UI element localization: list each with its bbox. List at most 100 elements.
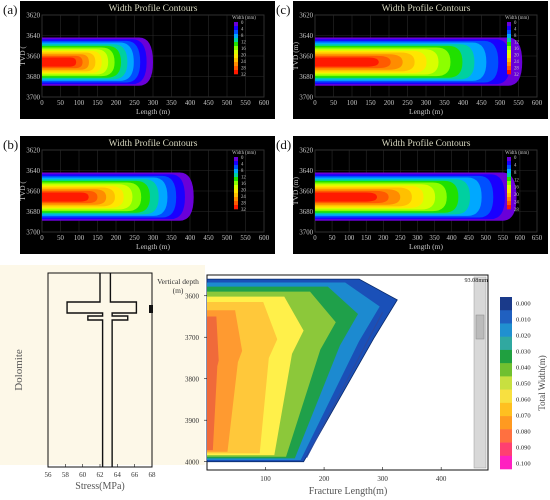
colorbar-swatch (500, 442, 512, 457)
legend-tick-label: 8 (241, 34, 244, 39)
x-axis-label: Length (m) (409, 107, 443, 116)
colorbar-swatch (500, 349, 512, 364)
legend-tick-label: 24 (241, 195, 246, 200)
legend-tick-label: 28 (514, 67, 519, 72)
x-tick-label: 550 (498, 235, 509, 242)
colorbar-swatch (500, 310, 512, 324)
x-tick-label: 200 (111, 235, 122, 242)
x-tick-label: 450 (203, 100, 214, 107)
legend-swatch (234, 34, 238, 39)
x-tick-label: 450 (464, 235, 475, 242)
colorbar-tick-label: 0.070 (516, 413, 531, 420)
legend-title: Width (mm) (505, 151, 529, 156)
stress-tick-label: 56 (45, 471, 53, 479)
depth-axis-label-line2: (m) (173, 286, 184, 295)
legend-swatch (234, 157, 238, 162)
colorbar-tick-label: 0.030 (516, 349, 531, 356)
x-tick-label: 0 (40, 235, 44, 242)
legend-swatch (234, 26, 238, 31)
x-tick-label: 100 (347, 100, 358, 107)
y-axis-label: TVD (m) (293, 41, 300, 70)
legend-swatch (234, 58, 238, 63)
depth-tick-label: 3600 (185, 293, 200, 301)
depth-tick-label: 4000 (185, 459, 200, 467)
colorbar-swatch (500, 455, 512, 470)
legend-tick-label: 8 (514, 171, 517, 176)
stress-tick-label: 64 (114, 471, 122, 479)
y-tick-label: 3700 (26, 95, 40, 102)
legend-tick-label: 8 (241, 169, 244, 174)
colorbar-tick-label: 0.020 (516, 333, 531, 340)
legend-swatch (234, 70, 238, 75)
legend-swatch (507, 38, 511, 43)
colorbar-tick-label: 0.010 (516, 317, 531, 324)
x-tick-label: 400 (458, 100, 469, 107)
legend-swatch (234, 173, 238, 178)
legend-tick-label: 24 (514, 201, 519, 206)
legend-tick-label: 0 (241, 156, 244, 161)
x-tick-label: 500 (495, 100, 506, 107)
legend-tick-label: 8 (514, 34, 517, 39)
x-tick-label: 550 (513, 100, 524, 107)
x-tick-label: 0 (313, 100, 317, 107)
stress-tick-label: 62 (97, 471, 105, 479)
legend-tick-label: 20 (514, 54, 519, 59)
x-tick-label: 350 (429, 235, 440, 242)
colorbar-swatch (500, 429, 512, 443)
legend-tick-label: 20 (241, 54, 246, 59)
y-tick-label: 3680 (299, 209, 313, 216)
x-tick-label: 350 (166, 235, 177, 242)
legend-tick-label: 28 (514, 208, 519, 213)
stress-line-right (109, 273, 138, 467)
x-tick-label: 250 (129, 235, 140, 242)
contour-band (42, 192, 89, 202)
legend-swatch (507, 58, 511, 63)
stress-tick-label: 66 (131, 471, 139, 479)
legend-tick-label: 4 (514, 28, 517, 33)
x-tick-label: 100 (344, 235, 355, 242)
y-tick-label: 3700 (299, 95, 313, 102)
legend-swatch (234, 66, 238, 71)
stress-line-left (66, 273, 104, 467)
x-tick-label: 600 (259, 100, 270, 107)
rock-type-label: Dolomite (13, 349, 25, 391)
legend-swatch (507, 30, 511, 35)
chart-title: Width Profile Contours (382, 3, 471, 14)
y-tick-label: 3640 (299, 33, 313, 40)
x-tick-label: 150 (361, 235, 372, 242)
x-tick-label: 300 (148, 235, 159, 242)
legend-tick-label: 16 (241, 47, 246, 52)
plot-scrollbar (473, 276, 487, 469)
colorbar-swatch (500, 389, 512, 404)
x-tick-label: 50 (57, 235, 64, 242)
legend-swatch (234, 62, 238, 67)
x-tick-label: 450 (203, 235, 214, 242)
contour-band (315, 192, 378, 202)
chart-title: Width Profile Contours (109, 3, 198, 14)
legend-swatch (234, 50, 238, 55)
colorbar-swatch (500, 376, 512, 390)
legend-swatch (234, 46, 238, 51)
y-tick-label: 3620 (26, 148, 40, 155)
scrollbar-thumb (475, 314, 485, 340)
legend-tick-label: 16 (514, 186, 519, 191)
colorbar-tick-label: 0.060 (516, 397, 531, 404)
legend-tick-label: 28 (241, 67, 246, 72)
contour-band (207, 316, 219, 451)
y-tick-label: 3620 (299, 148, 313, 155)
legend-tick-label: 32 (241, 73, 246, 78)
fracture-outline (305, 312, 384, 458)
x-axis-label: Length (m) (136, 107, 170, 116)
colorbar-swatch (500, 416, 512, 430)
x-tick-label: 450 (476, 100, 487, 107)
length-tick-label: 400 (436, 475, 447, 483)
colorbar-tick-label: 0.090 (516, 445, 531, 452)
legend-swatch (507, 177, 511, 182)
legend-swatch (507, 165, 511, 170)
x-tick-label: 150 (365, 100, 376, 107)
x-tick-label: 300 (148, 100, 159, 107)
legend-tick-label: 12 (514, 41, 519, 46)
x-tick-label: 600 (515, 235, 526, 242)
